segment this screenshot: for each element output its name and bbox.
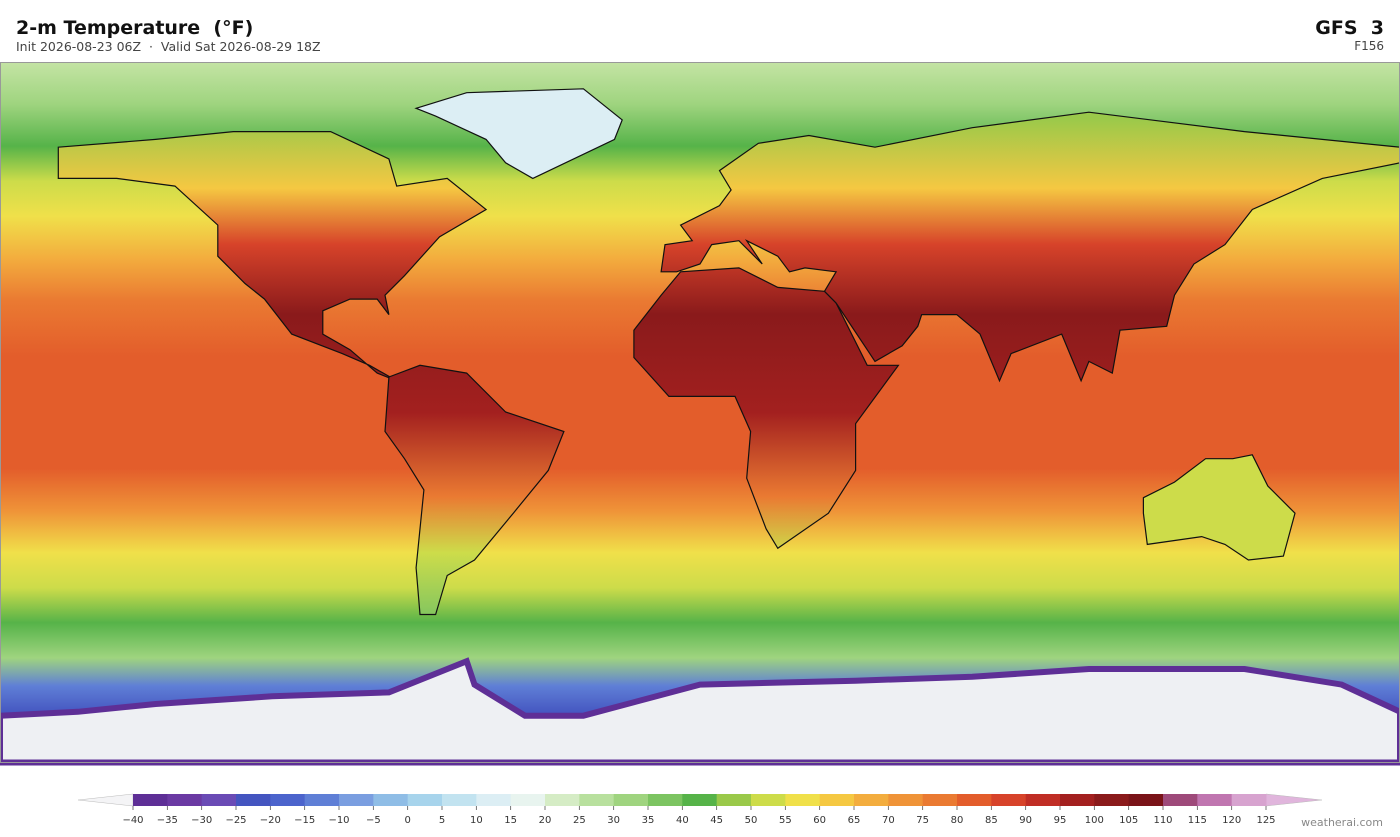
colorbar-tick-label: 50	[745, 815, 758, 826]
colorbar-tick-label: −30	[191, 815, 212, 826]
colorbar-tick-label: 40	[676, 815, 689, 826]
australia	[1142, 454, 1296, 561]
colorbar-segment	[1094, 794, 1130, 806]
colorbar-segment	[751, 794, 786, 806]
colorbar-segment	[442, 794, 477, 806]
colorbar-tick-label: 95	[1054, 815, 1067, 826]
colorbar-segment	[1231, 794, 1267, 806]
colorbar-tick-label: 90	[1019, 815, 1032, 826]
colorbar-tick-label: 85	[985, 815, 998, 826]
colorbar-segment	[888, 794, 924, 806]
colorbar-segment	[133, 794, 168, 806]
colorbar-tick-label: −15	[294, 815, 315, 826]
colorbar-segment	[716, 794, 752, 806]
colorbar-tick-label: 30	[607, 815, 620, 826]
colorbar-tick-label: 115	[1188, 815, 1207, 826]
colorbar-segment	[339, 794, 374, 806]
credit: weatherai.com	[1301, 816, 1383, 829]
north-america	[57, 131, 488, 382]
colorbar-tick-label: −40	[122, 815, 143, 826]
colorbar-tick-label: 35	[642, 815, 655, 826]
map-title: 2-m Temperature (°F)	[16, 17, 253, 39]
colorbar-segment	[819, 794, 855, 806]
colorbar-tick-label: 60	[813, 815, 826, 826]
colorbar-segment	[1060, 794, 1095, 806]
colorbar-segment	[476, 794, 512, 806]
colorbar-tick-label: −20	[260, 815, 281, 826]
colorbar-segment	[1128, 794, 1164, 806]
colorbar-segment	[648, 794, 683, 806]
colorbar-segment	[1197, 794, 1233, 806]
colorbar-tick-label: 10	[470, 815, 483, 826]
eurasia	[660, 111, 1400, 383]
colorbar-segment	[545, 794, 580, 806]
colorbar-segment	[957, 794, 992, 806]
colorbar-segment	[304, 794, 340, 806]
colorbar-tick-label: 70	[882, 815, 895, 826]
colorbar-tick-label: 45	[710, 815, 723, 826]
colorbar-tick-label: 100	[1085, 815, 1104, 826]
colorbar-tick-label: −5	[366, 815, 381, 826]
colorbar-segment	[579, 794, 615, 806]
colorbar-tick-label: 20	[539, 815, 552, 826]
colorbar-segment	[991, 794, 1027, 806]
antarctica	[0, 657, 1400, 766]
map-subtitle: Init 2026-08-23 06Z · Valid Sat 2026-08-…	[16, 39, 321, 54]
colorbar-tick-label: 105	[1119, 815, 1138, 826]
colorbar-segment	[201, 794, 237, 806]
colorbar-tick-label: 125	[1256, 815, 1275, 826]
colorbar-tick-label: 0	[404, 815, 410, 826]
colorbar-segment	[682, 794, 718, 806]
model-name: GFS 3	[1315, 17, 1384, 39]
colorbar-segment	[613, 794, 649, 806]
colorbar-segment	[510, 794, 546, 806]
colorbar-tick-label: 65	[848, 815, 861, 826]
greenland	[414, 88, 623, 180]
colorbar-tick-label: −10	[328, 815, 349, 826]
colorbar-tick-label: 80	[951, 815, 964, 826]
colorbar-segment	[1025, 794, 1061, 806]
colorbar-segment	[854, 794, 889, 806]
africa	[633, 267, 900, 550]
colorbar-tick-label: 110	[1153, 815, 1172, 826]
colorbar-tick-label: 25	[573, 815, 586, 826]
colorbar: −40 −35 −30 −25 −20 −15 −10 −5 0 5 10 15 20 25 30 35 40 4…	[77, 793, 1323, 826]
colorbar-over	[1265, 793, 1323, 807]
colorbar-segment	[407, 794, 443, 806]
colorbar-segment	[922, 794, 958, 806]
colorbar-tick-label: 120	[1222, 815, 1241, 826]
forecast-hour: F156	[1354, 39, 1384, 53]
colorbar-segment	[373, 794, 409, 806]
colorbar-segment	[236, 794, 271, 806]
colorbar-under	[77, 793, 134, 807]
colorbar-segment	[1163, 794, 1198, 806]
colorbar-segment	[167, 794, 203, 806]
colorbar-segment	[785, 794, 821, 806]
colorbar-tick-label: −25	[225, 815, 246, 826]
colorbar-tick-label: −35	[157, 815, 178, 826]
colorbar-tick-label: 5	[439, 815, 445, 826]
colorbar-tick-label: 15	[504, 815, 517, 826]
colorbar-tick-label: 75	[916, 815, 929, 826]
colorbar-segment	[270, 794, 306, 806]
map	[0, 62, 1400, 766]
south-america	[384, 364, 565, 616]
colorbar-tick-label: 55	[779, 815, 792, 826]
